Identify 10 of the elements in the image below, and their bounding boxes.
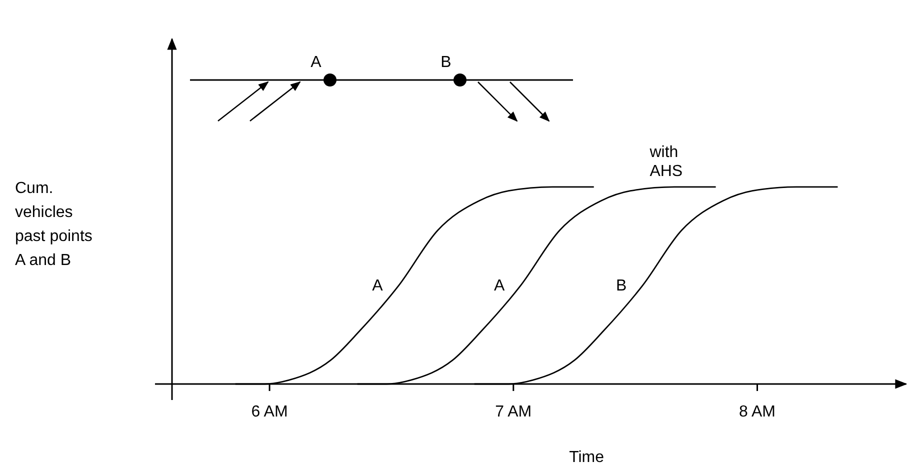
road-diagram: A B xyxy=(190,54,573,122)
y-axis-title: Cum. vehicles past points A and B xyxy=(15,180,92,269)
series-label: A xyxy=(372,277,384,294)
x-tick-label: 6 AM xyxy=(251,403,288,420)
annotation: with AHS xyxy=(648,144,683,180)
x-tick-label: 7 AM xyxy=(495,403,532,420)
x-axis-title: Time xyxy=(569,449,604,466)
x-tick-label: 8 AM xyxy=(739,403,776,420)
series-label: B xyxy=(616,277,627,294)
series-label: A xyxy=(494,277,506,294)
